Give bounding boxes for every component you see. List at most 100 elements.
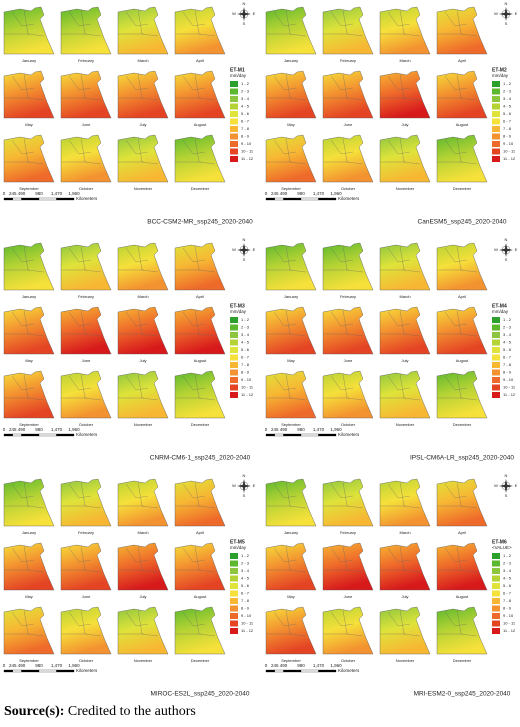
scale-segment <box>274 669 284 673</box>
governorate-lines <box>437 245 478 273</box>
scale-segment <box>12 197 22 201</box>
month-label: October <box>341 658 356 663</box>
month-label: May <box>25 594 33 599</box>
legend-swatch <box>230 598 238 604</box>
legend-swatch <box>230 126 238 132</box>
legend-class: 2 - 3 <box>503 325 512 330</box>
legend-class: 4 - 5 <box>241 104 250 109</box>
legend-class: 8 - 9 <box>241 370 250 375</box>
egypt-map <box>379 370 431 419</box>
scale-label: 245 <box>271 663 279 668</box>
source-text: Credited to the authors <box>67 704 196 719</box>
governorate-lines <box>323 373 364 401</box>
egypt-map <box>3 370 55 419</box>
governorate-lines <box>323 73 364 101</box>
scale-label: 1,470 <box>313 427 325 432</box>
scale-segment <box>265 197 275 201</box>
legend-class: 11 - 12 <box>241 156 254 161</box>
legend-class: 7 - 8 <box>241 126 250 131</box>
scale-segment <box>283 669 302 673</box>
egypt-map <box>3 70 55 119</box>
month-label: October <box>79 658 94 663</box>
month-label: March <box>399 530 410 535</box>
egypt-map <box>60 478 112 527</box>
governorate-lines <box>323 309 364 337</box>
legend-swatch <box>230 628 238 634</box>
legend-swatch <box>492 605 500 612</box>
month-label: July <box>401 122 408 127</box>
legend-swatch <box>230 148 238 155</box>
compass-needle <box>499 7 513 21</box>
egypt-map <box>60 606 112 655</box>
scale-segment <box>318 197 337 201</box>
legend-class: 10 - 11 <box>503 621 516 626</box>
legend-swatch <box>230 568 238 574</box>
legend-class: 11 - 12 <box>241 628 254 633</box>
governorate-lines <box>323 137 364 165</box>
scale-label: 0 <box>3 191 6 196</box>
legend-swatch <box>230 133 238 140</box>
governorate-lines <box>118 373 159 401</box>
month-label: September <box>19 422 39 427</box>
legend-class: 1 - 2 <box>503 81 512 86</box>
egypt-map <box>117 70 169 119</box>
month-label: July <box>139 358 146 363</box>
legend-swatch <box>492 392 500 398</box>
legend-swatch <box>230 339 238 346</box>
legend-swatch <box>492 369 500 376</box>
governorate-lines <box>175 481 216 509</box>
governorate-lines <box>61 545 102 573</box>
egypt-map <box>436 242 488 291</box>
legend-swatch <box>492 568 500 574</box>
egypt-map <box>3 6 55 55</box>
legend-class: 9 - 10 <box>503 141 514 146</box>
governorate-lines <box>175 9 216 37</box>
legend-title: ET-M1 <box>230 67 245 73</box>
legend-swatch <box>230 605 238 612</box>
governorate-lines <box>266 245 307 273</box>
scale-label: 1,960 <box>68 427 80 432</box>
legend-swatch <box>492 81 500 87</box>
legend-swatch <box>230 362 238 368</box>
legend-class: 6 - 7 <box>241 591 250 596</box>
egypt-map <box>117 306 169 355</box>
legend-swatch <box>230 583 238 589</box>
month-label: January <box>284 58 298 63</box>
scale-segment <box>265 433 275 437</box>
scale-segment <box>3 669 13 673</box>
month-label: November <box>134 422 153 427</box>
legend-class: 9 - 10 <box>241 613 252 618</box>
scale-segment <box>38 669 57 673</box>
scale-label: 490 <box>280 191 288 196</box>
scale-segment <box>265 669 275 673</box>
scale-label: 1,960 <box>330 191 342 196</box>
month-label: April <box>458 530 466 535</box>
legend-class: 1 - 2 <box>503 553 512 558</box>
model-label: MRI-ESM2-0_ssp245_2020-2040 <box>414 691 511 698</box>
month-label: February <box>340 530 356 535</box>
legend-unit: mm/day <box>230 73 247 78</box>
month-label: March <box>399 58 410 63</box>
month-label: January <box>22 294 36 299</box>
month-label: February <box>78 294 94 299</box>
scale-label: 980 <box>35 663 43 668</box>
egypt-map <box>436 70 488 119</box>
legend-class: 2 - 3 <box>241 561 250 566</box>
scale-segment <box>318 669 337 673</box>
scale-label: 490 <box>280 663 288 668</box>
scale-label: 0 <box>3 663 6 668</box>
legend-swatch <box>230 553 238 559</box>
legend-swatch <box>230 369 238 376</box>
scale-label: 490 <box>280 427 288 432</box>
governorate-lines <box>61 309 102 337</box>
legend-swatch <box>492 560 500 567</box>
egypt-map <box>436 606 488 655</box>
compass-letter: N <box>505 473 508 478</box>
egypt-map <box>60 370 112 419</box>
month-label: August <box>456 358 469 363</box>
compass-letter: S <box>243 257 246 262</box>
scale-segment <box>38 433 57 437</box>
legend-swatch <box>492 553 500 559</box>
governorate-lines <box>323 545 364 573</box>
month-label: February <box>340 294 356 299</box>
